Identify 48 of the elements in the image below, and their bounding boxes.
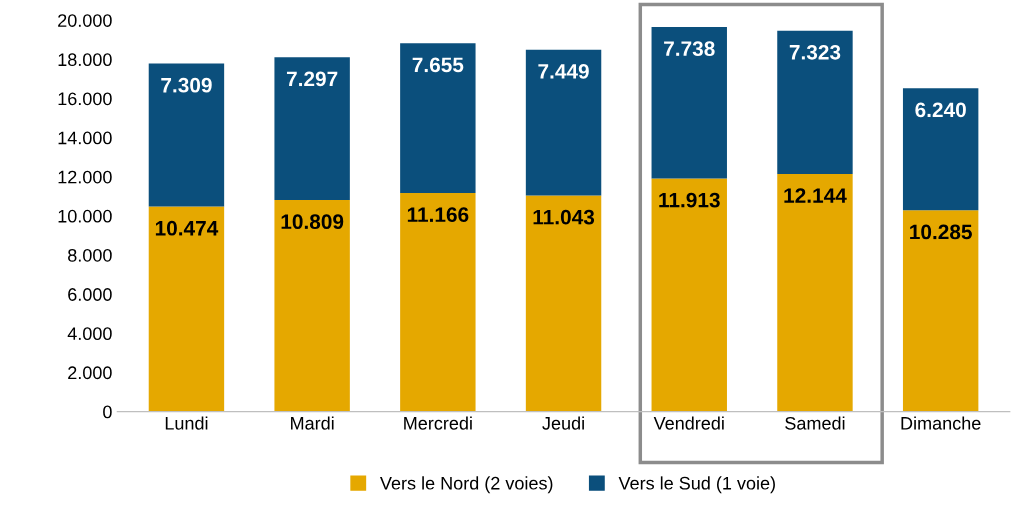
bar (651, 178, 727, 412)
data-label: 11.166 (407, 207, 469, 223)
data-label: 7.655 (412, 57, 464, 73)
data-label: 10.474 (155, 220, 219, 236)
data-label: 7.309 (161, 77, 212, 93)
x-tick-label: Jeudi (542, 416, 584, 430)
data-label: 6.240 (915, 102, 966, 118)
y-tick-label: 18.000 (58, 53, 112, 67)
data-label: 12.144 (784, 188, 847, 203)
y-tick-label: 10.000 (58, 209, 112, 223)
data-label: 11.043 (533, 209, 595, 225)
bar (902, 210, 979, 412)
bar (274, 200, 350, 412)
x-tick-label: Dimanche (901, 416, 981, 430)
legend-label: Vers le Nord (2 voies) (380, 476, 553, 494)
bar (777, 173, 853, 412)
y-tick-label: 6.000 (68, 288, 112, 301)
bar (148, 63, 225, 207)
bar (148, 206, 225, 412)
data-label: 7.449 (538, 63, 589, 79)
bar (777, 30, 853, 174)
bar (400, 43, 476, 194)
bar (400, 193, 476, 412)
bar (525, 49, 602, 196)
y-tick-label: 4.000 (67, 327, 112, 341)
y-tick-label: 2.000 (68, 366, 112, 380)
x-tick-label: Mercredi (404, 416, 472, 430)
data-label: 10.285 (910, 224, 972, 240)
data-label: 7.297 (286, 71, 338, 87)
bar (902, 88, 979, 211)
data-label: 11.913 (659, 192, 720, 208)
bar (274, 57, 350, 201)
bar (525, 195, 602, 412)
data-label: 7.738 (664, 41, 715, 57)
y-tick-label: 16.000 (58, 92, 112, 106)
y-tick-label: 8.000 (68, 248, 112, 262)
x-tick-label: Lundi (165, 416, 208, 430)
legend-label: Vers le Sud (1 voie) (618, 476, 775, 494)
y-tick-label: 0 (103, 405, 112, 419)
y-tick-label: 20.000 (58, 14, 112, 27)
bar (651, 27, 727, 179)
y-tick-label: 14.000 (58, 131, 112, 145)
x-tick-label: Mardi (291, 416, 334, 430)
x-tick-label: Samedi (785, 416, 845, 430)
data-label: 10.809 (281, 214, 344, 230)
y-tick-label: 12.000 (58, 170, 112, 184)
data-label: 7.323 (789, 44, 841, 60)
x-tick-label: Vendredi (653, 416, 724, 430)
